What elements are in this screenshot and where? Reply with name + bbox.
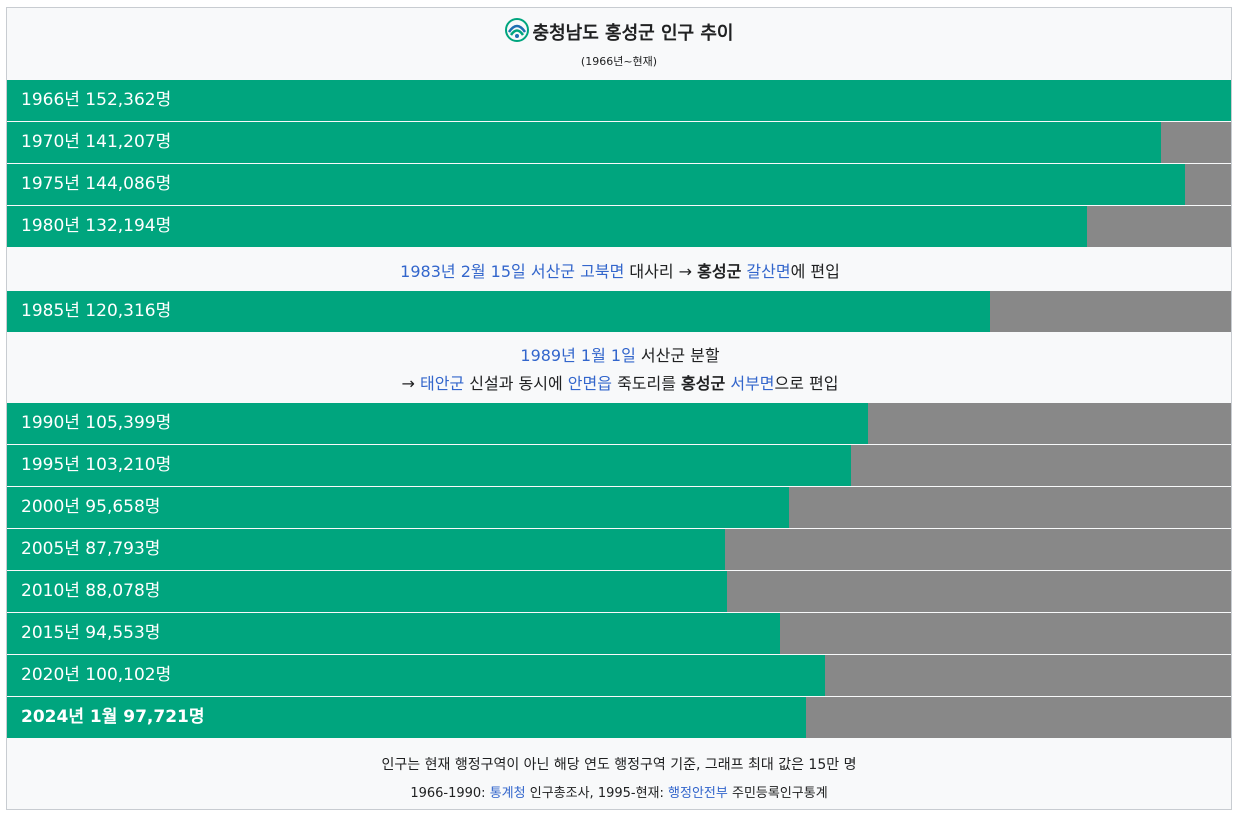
bar-label: 1975년 144,086명 [21,174,172,194]
chart-header: 충청남도 홍성군 인구 추이 (1966년~현재) [7,8,1231,80]
bar-label: 1970년 141,207명 [21,132,172,152]
bar-label: 1980년 132,194명 [21,216,172,236]
link-seosan-gun[interactable]: 서산군 [530,262,576,281]
link-1983-date[interactable]: 1983년 2월 15일 [400,262,526,281]
note-arrow: → [401,374,415,393]
bar-fill [7,164,1185,205]
bar-row: 2010년 88,078명 [7,571,1231,612]
bar-label: 1990년 105,399명 [21,413,172,433]
bar-label: 1995년 103,210명 [21,455,172,475]
bar-label: 2020년 100,102명 [21,665,172,685]
link-statistics-korea[interactable]: 통계청 [489,786,526,801]
bar-fill [7,445,851,486]
footer-text: 1966-1990: [410,786,486,801]
chart-title: 충청남도 홍성군 인구 추이 [532,23,734,44]
bar-label: 2010년 88,078명 [21,581,161,601]
link-taean-gun[interactable]: 태안군 [420,374,465,393]
footer-text: 인구총조사, 1995-현재: [529,786,664,801]
bar-label: 1966년 152,362명 [21,90,172,110]
bar-label: 2005년 87,793명 [21,539,161,559]
note-text: 신설과 동시에 [469,374,563,393]
link-gobuk-myeon[interactable]: 고북면 [580,262,625,281]
footer-note: 인구는 현재 행정구역이 아닌 해당 연도 행정구역 기준, 그래프 최대 값은… [381,757,857,773]
bar-row: 2000년 95,658명 [7,487,1231,528]
bar-fill [7,206,1087,247]
bar-fill [7,571,727,612]
link-ministry-interior[interactable]: 행정안전부 [668,786,728,801]
note-1983: 1983년 2월 15일 서산군 고북면 대사리 → 홍성군 갈산면에 편입 [7,258,1231,282]
bar-fill [7,291,990,332]
bar-row: 2015년 94,553명 [7,613,1231,654]
bar-fill [7,122,1161,163]
bar-row: 2024년 1월 97,721명 [7,697,1231,738]
population-chart-box: 충청남도 홍성군 인구 추이 (1966년~현재) 1966년 152,362명… [6,7,1232,810]
bar-row: 1995년 103,210명 [7,445,1231,486]
bar-label: 2015년 94,553명 [21,623,161,643]
bar-fill [7,529,725,570]
bar-row: 2020년 100,102명 [7,655,1231,696]
bar-row: 1985년 120,316명 [7,291,1231,332]
bar-fill [7,403,868,444]
bar-fill [7,487,789,528]
bar-row: 1966년 152,362명 [7,80,1231,121]
chart-subtitle: (1966년~현재) [580,55,658,68]
bar-label: 1985년 120,316명 [21,301,172,321]
note-1989: 1989년 1월 1일 서산군 분할 → 태안군 신설과 동시에 안면읍 죽도리… [7,342,1231,398]
note-hongseong: 홍성군 [681,374,726,393]
bar-fill [7,655,825,696]
bar-fill [7,613,780,654]
note-hongseong: 홍성군 [697,262,742,281]
note-text: 죽도리를 [617,374,676,393]
note-text: 으로 편입 [774,374,839,393]
bar-label: 2000년 95,658명 [21,497,161,517]
note-text: 에 편입 [790,262,840,281]
link-1989-date[interactable]: 1989년 1월 1일 [520,346,636,365]
note-text: 대사리 → [629,262,693,281]
link-galsan-myeon[interactable]: 갈산면 [746,262,791,281]
bar-label: 2024년 1월 97,721명 [21,707,205,727]
bar-row: 1980년 132,194명 [7,206,1231,247]
bar-row: 1990년 105,399명 [7,403,1231,444]
bar-row: 1970년 141,207명 [7,122,1231,163]
hongseong-emblem-icon [504,18,529,46]
title-row: 충청남도 홍성군 인구 추이 [7,18,1231,46]
note-text: 서산군 분할 [640,346,720,365]
bar-fill [7,80,1231,121]
bar-row: 2005년 87,793명 [7,529,1231,570]
footer-text: 주민등록인구통계 [731,786,828,801]
link-seobu-myeon[interactable]: 서부면 [730,374,775,393]
footer-sources: 1966-1990: 통계청 인구총조사, 1995-현재: 행정안전부 주민등… [7,782,1231,801]
bar-row: 1975년 144,086명 [7,164,1231,205]
bar-fill [7,697,806,738]
link-anmyeon-eup[interactable]: 안면읍 [567,374,612,393]
